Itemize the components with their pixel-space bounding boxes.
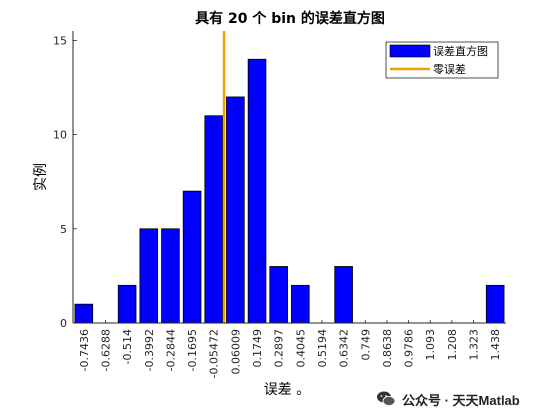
x-tick-label: -0.05472 (208, 329, 221, 378)
x-tick-label: -0.7436 (78, 329, 91, 371)
x-tick-label: 1.208 (446, 329, 459, 361)
bar--0.1695 (182, 190, 202, 324)
y-tick-labels: 0 5 10 15 (53, 34, 77, 330)
legend-label-zero: 零误差 (433, 62, 466, 76)
x-tick-label: 0.1749 (251, 329, 264, 368)
bar--0.514 (117, 284, 137, 324)
x-tick-labels: -0.7436 -0.6288 -0.514 -0.3992 -0.2844 -0.169… (78, 320, 502, 378)
x-tick-label: -0.1695 (186, 329, 199, 371)
x-tick-label: 1.093 (424, 329, 437, 361)
legend: 误差直方图 零误差 (385, 41, 499, 79)
bar-0.2897 (269, 266, 288, 324)
x-tick-label: 0.5194 (316, 329, 329, 368)
x-tick-label: 1.323 (468, 329, 481, 361)
bar--0.05472 (204, 115, 224, 324)
chart-title: 具有 20 个 bin 的误差直方图 (194, 10, 385, 27)
bar--0.2844 (161, 228, 180, 324)
x-tick-label: 0.06009 (229, 329, 242, 375)
x-tick-label: -0.6288 (99, 329, 112, 371)
x-tick-label: 0.8638 (381, 329, 394, 368)
bar-0.06009 (226, 96, 245, 324)
x-tick-label: 0.749 (359, 329, 372, 361)
x-tick-label: -0.514 (121, 329, 134, 364)
legend-label-histogram: 误差直方图 (433, 44, 488, 58)
x-tick-label: 0.9786 (403, 329, 416, 368)
bar-0.4045 (291, 284, 310, 324)
wechat-icon (376, 389, 396, 409)
x-tick-label: -0.3992 (143, 329, 156, 371)
x-axis-label: 误差 。 (264, 382, 310, 398)
y-axis-label: 实例 (33, 163, 49, 191)
x-tick-label: 0.4045 (294, 329, 307, 368)
x-tick-label: -0.2844 (164, 329, 177, 371)
x-tick-label: 0.2897 (273, 329, 286, 368)
watermark-text: 公众号 · 天天Matlab (402, 392, 520, 408)
y-tick-label: 0 (60, 317, 67, 330)
bars-group (74, 58, 505, 324)
bar-0.1749 (247, 58, 267, 324)
y-tick-label: 10 (53, 129, 67, 142)
bar-1.438 (485, 284, 505, 324)
watermark: 公众号 · 天天Matlab (376, 388, 560, 410)
bar--0.3992 (139, 228, 159, 324)
x-tick-label: 1.438 (489, 329, 502, 361)
y-tick-label: 15 (53, 34, 67, 47)
y-tick-label: 5 (60, 223, 67, 236)
legend-swatch-histogram (389, 44, 431, 58)
bar-0.6342 (334, 266, 353, 324)
x-tick-label: 0.6342 (338, 329, 351, 368)
